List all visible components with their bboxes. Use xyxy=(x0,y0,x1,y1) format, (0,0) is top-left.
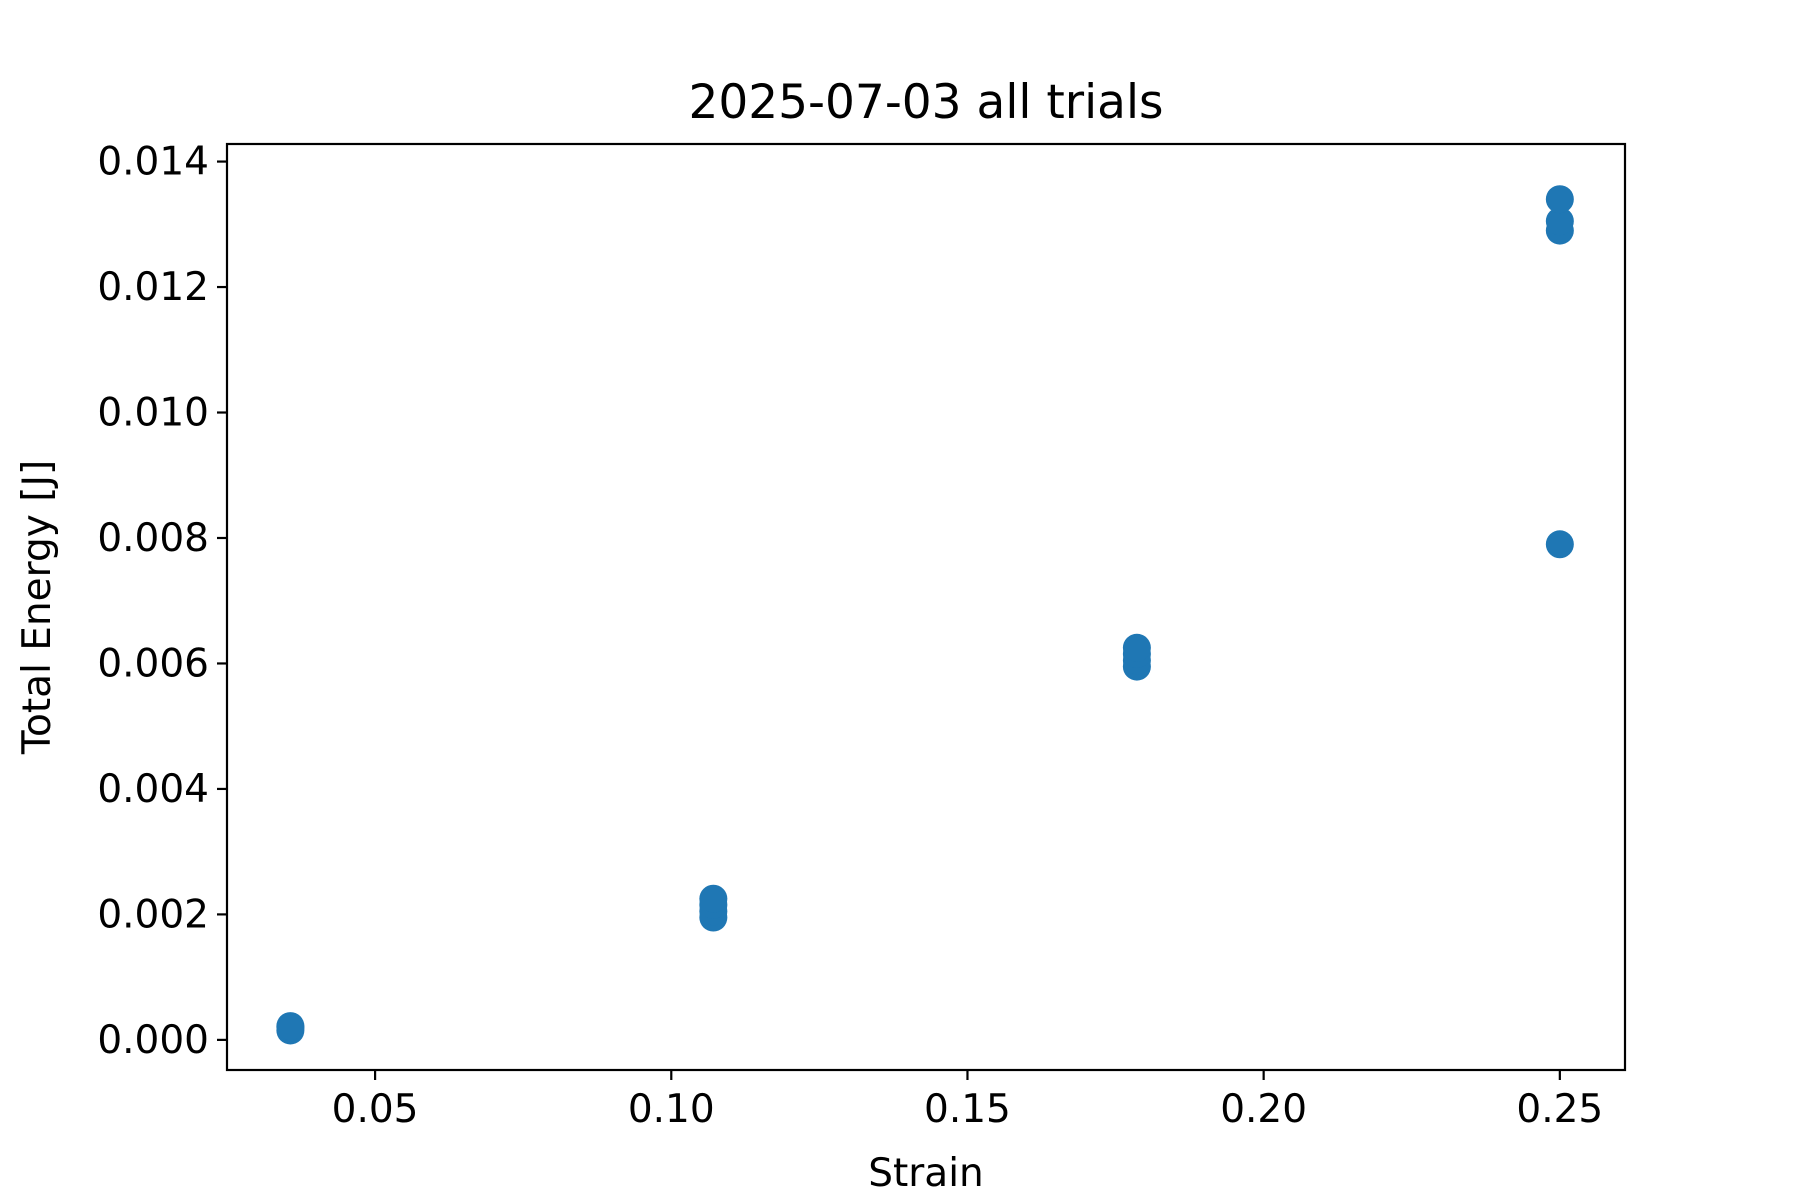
x-axis-ticks: 0.05 0.10 0.15 0.20 0.25 xyxy=(332,1070,1603,1132)
x-tick-label: 0.20 xyxy=(1220,1087,1307,1132)
y-tick-label: 0.004 xyxy=(97,767,209,812)
scatter-point xyxy=(699,884,728,913)
x-tick-label: 0.25 xyxy=(1516,1087,1603,1132)
scatter-point xyxy=(1545,185,1574,214)
x-tick-label: 0.15 xyxy=(924,1087,1011,1132)
y-tick-label: 0.012 xyxy=(97,265,209,310)
data-points xyxy=(276,185,1574,1045)
y-tick-label: 0.002 xyxy=(97,892,209,937)
chart-title: 2025-07-03 all trials xyxy=(688,75,1163,130)
y-tick-label: 0.000 xyxy=(97,1018,209,1063)
scatter-point xyxy=(1122,633,1151,662)
scatter-point xyxy=(1545,207,1574,236)
scatter-point xyxy=(276,1012,305,1041)
y-tick-label: 0.008 xyxy=(97,516,209,561)
x-tick-label: 0.10 xyxy=(628,1087,715,1132)
y-tick-label: 0.006 xyxy=(97,641,209,686)
y-axis-label: Total Energy [J] xyxy=(15,460,60,755)
y-tick-label: 0.014 xyxy=(97,140,209,185)
x-tick-label: 0.05 xyxy=(332,1087,419,1132)
y-tick-label: 0.010 xyxy=(97,391,209,436)
plot-frame xyxy=(225,142,1627,1072)
x-axis-label: Strain xyxy=(868,1151,984,1196)
scatter-point xyxy=(1545,530,1574,559)
y-axis-ticks: 0.000 0.002 0.004 0.006 0.008 0.010 0.012 0.014 xyxy=(97,140,227,1063)
